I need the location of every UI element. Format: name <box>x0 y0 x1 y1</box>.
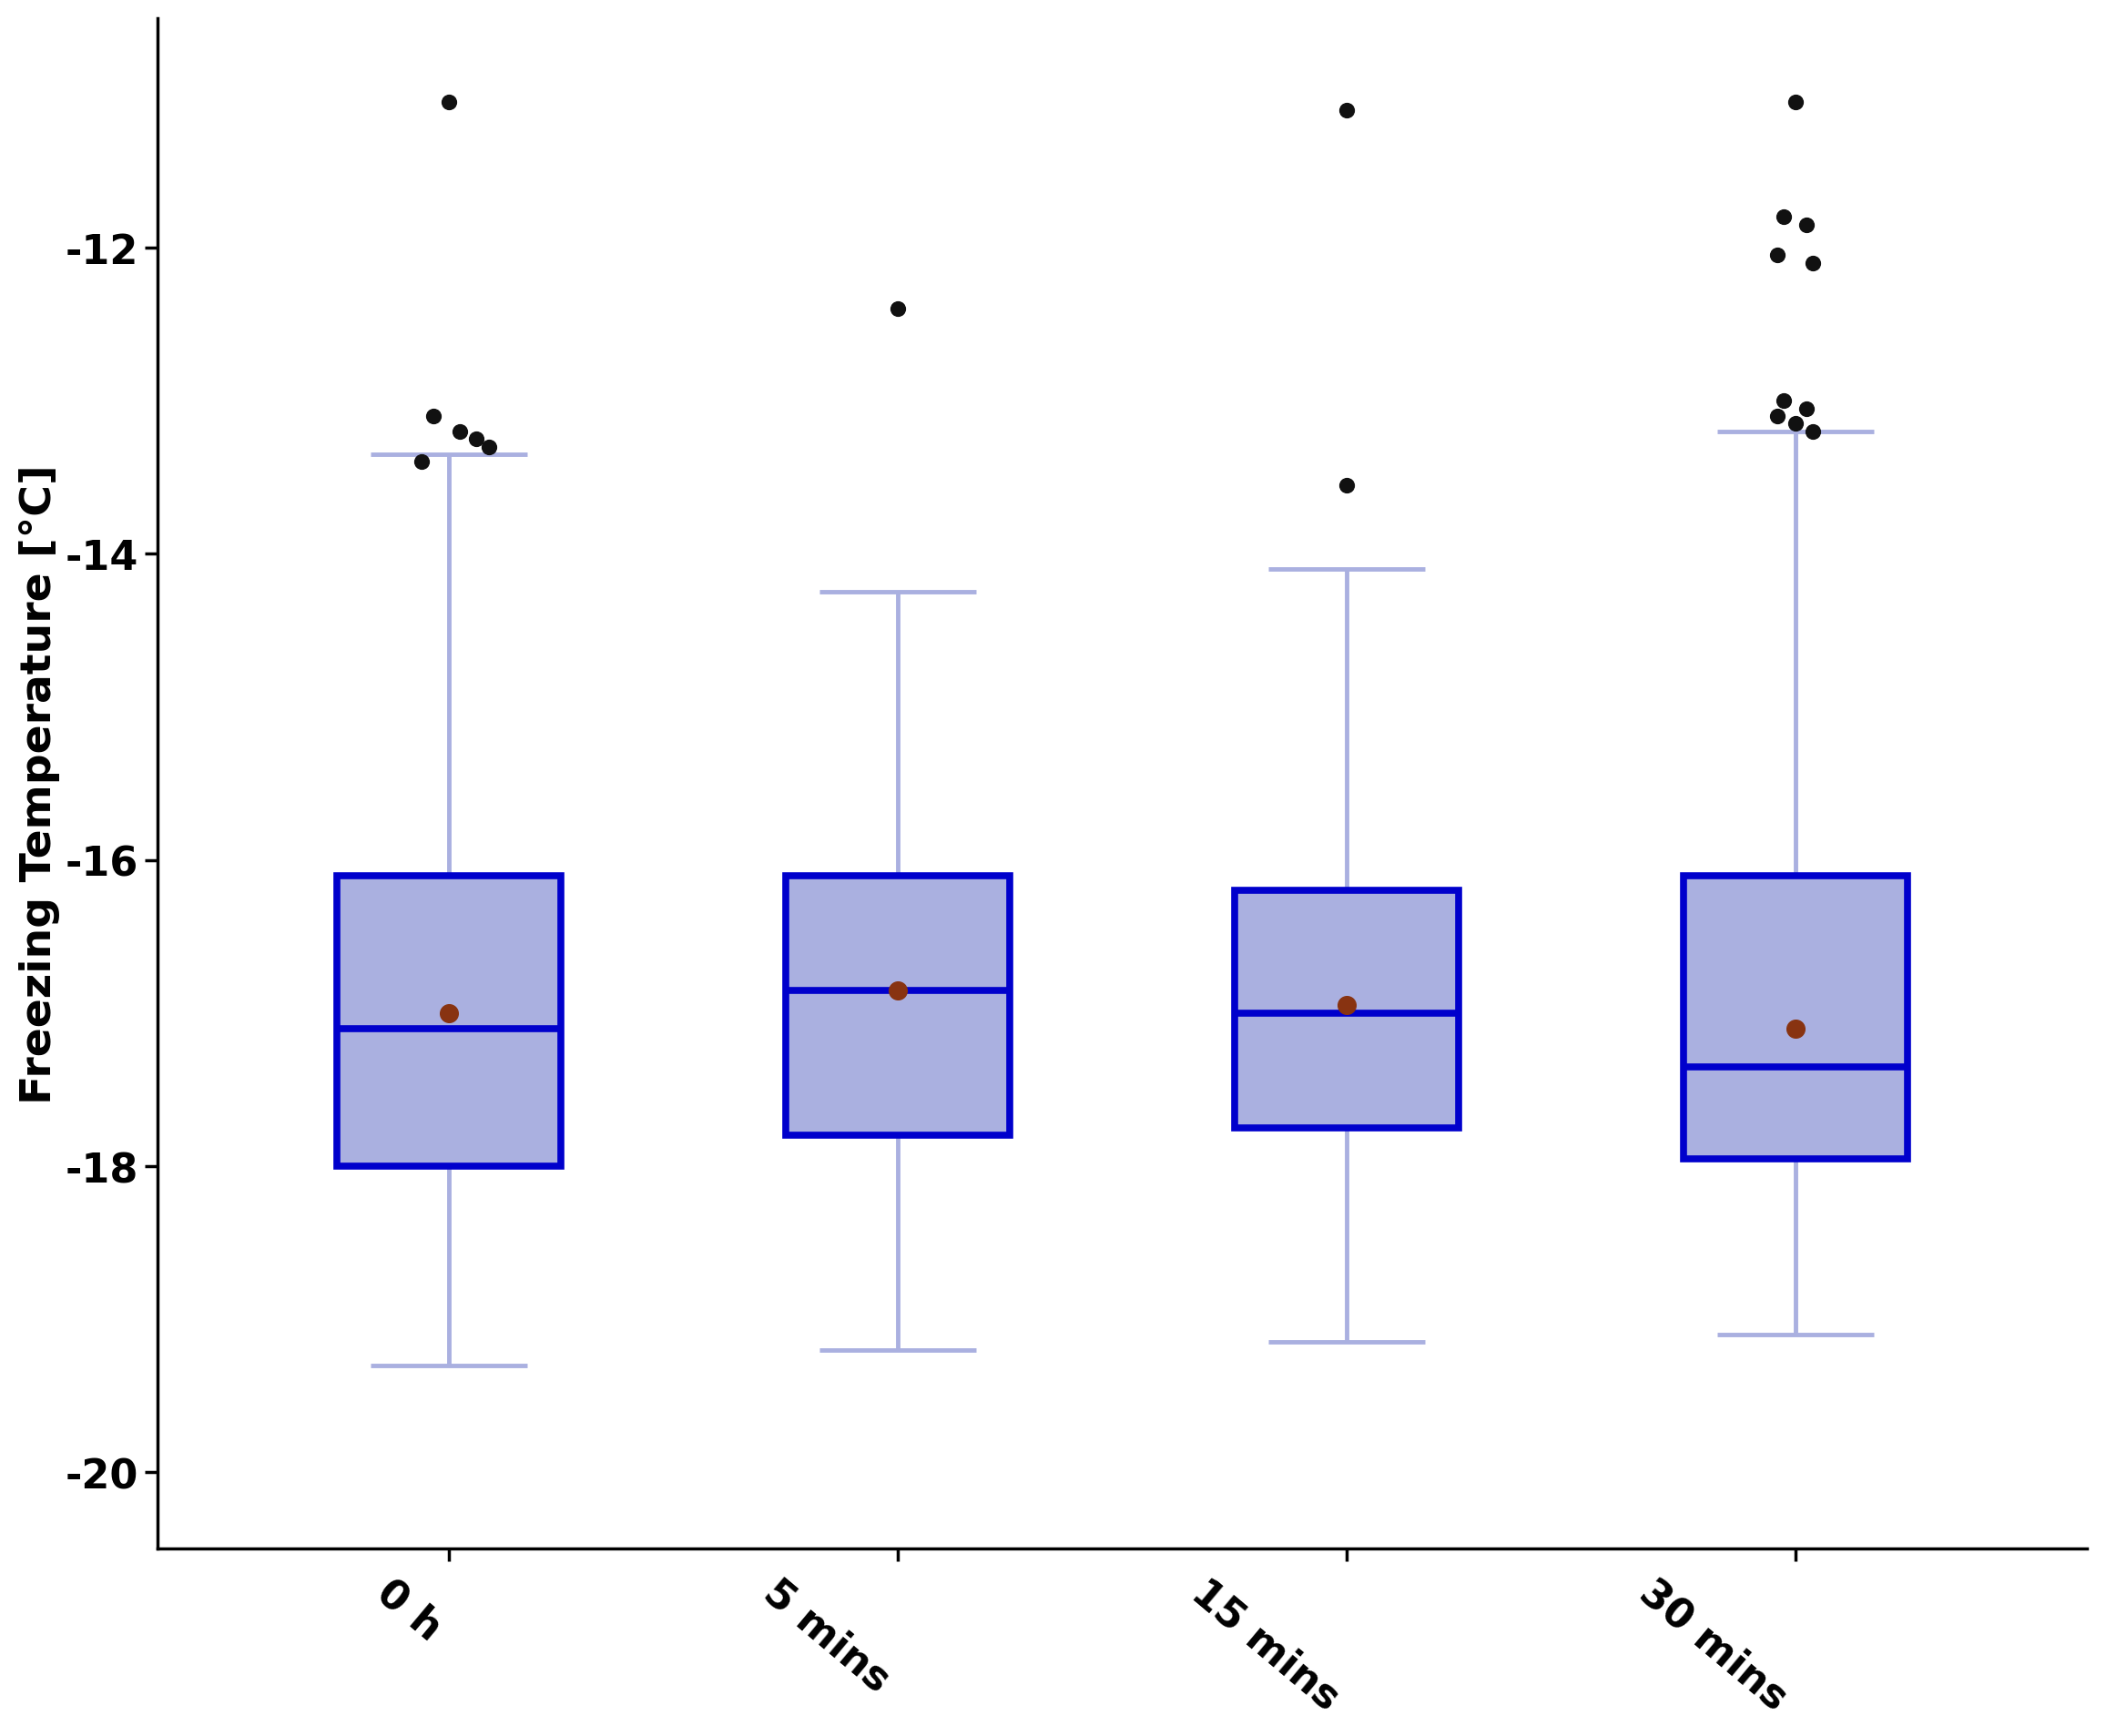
Bar <box>786 875 1011 1135</box>
Bar <box>1234 891 1459 1128</box>
Bar <box>337 875 560 1167</box>
Point <box>1761 403 1794 431</box>
Point <box>442 418 476 446</box>
Point <box>1796 250 1830 278</box>
Point <box>1329 991 1363 1019</box>
Point <box>1777 410 1811 437</box>
Bar <box>786 875 1011 1135</box>
Point <box>432 89 465 116</box>
Bar <box>1234 891 1459 1128</box>
Point <box>1329 472 1363 500</box>
Point <box>1777 89 1811 116</box>
Point <box>1761 243 1794 271</box>
Point <box>1767 387 1801 415</box>
Point <box>404 450 438 477</box>
Point <box>1329 97 1363 125</box>
Bar <box>1683 875 1908 1160</box>
Bar <box>1683 875 1908 1160</box>
Point <box>1790 396 1824 424</box>
Point <box>417 403 451 431</box>
Point <box>472 434 505 462</box>
Point <box>880 977 914 1005</box>
Point <box>880 295 914 323</box>
Point <box>432 1000 465 1028</box>
Point <box>1790 212 1824 240</box>
Point <box>1777 1016 1811 1043</box>
Y-axis label: Freezing Temperature [°C]: Freezing Temperature [°C] <box>19 464 59 1104</box>
Bar <box>337 875 560 1167</box>
Point <box>1796 418 1830 446</box>
Point <box>459 425 493 453</box>
Point <box>1767 203 1801 231</box>
